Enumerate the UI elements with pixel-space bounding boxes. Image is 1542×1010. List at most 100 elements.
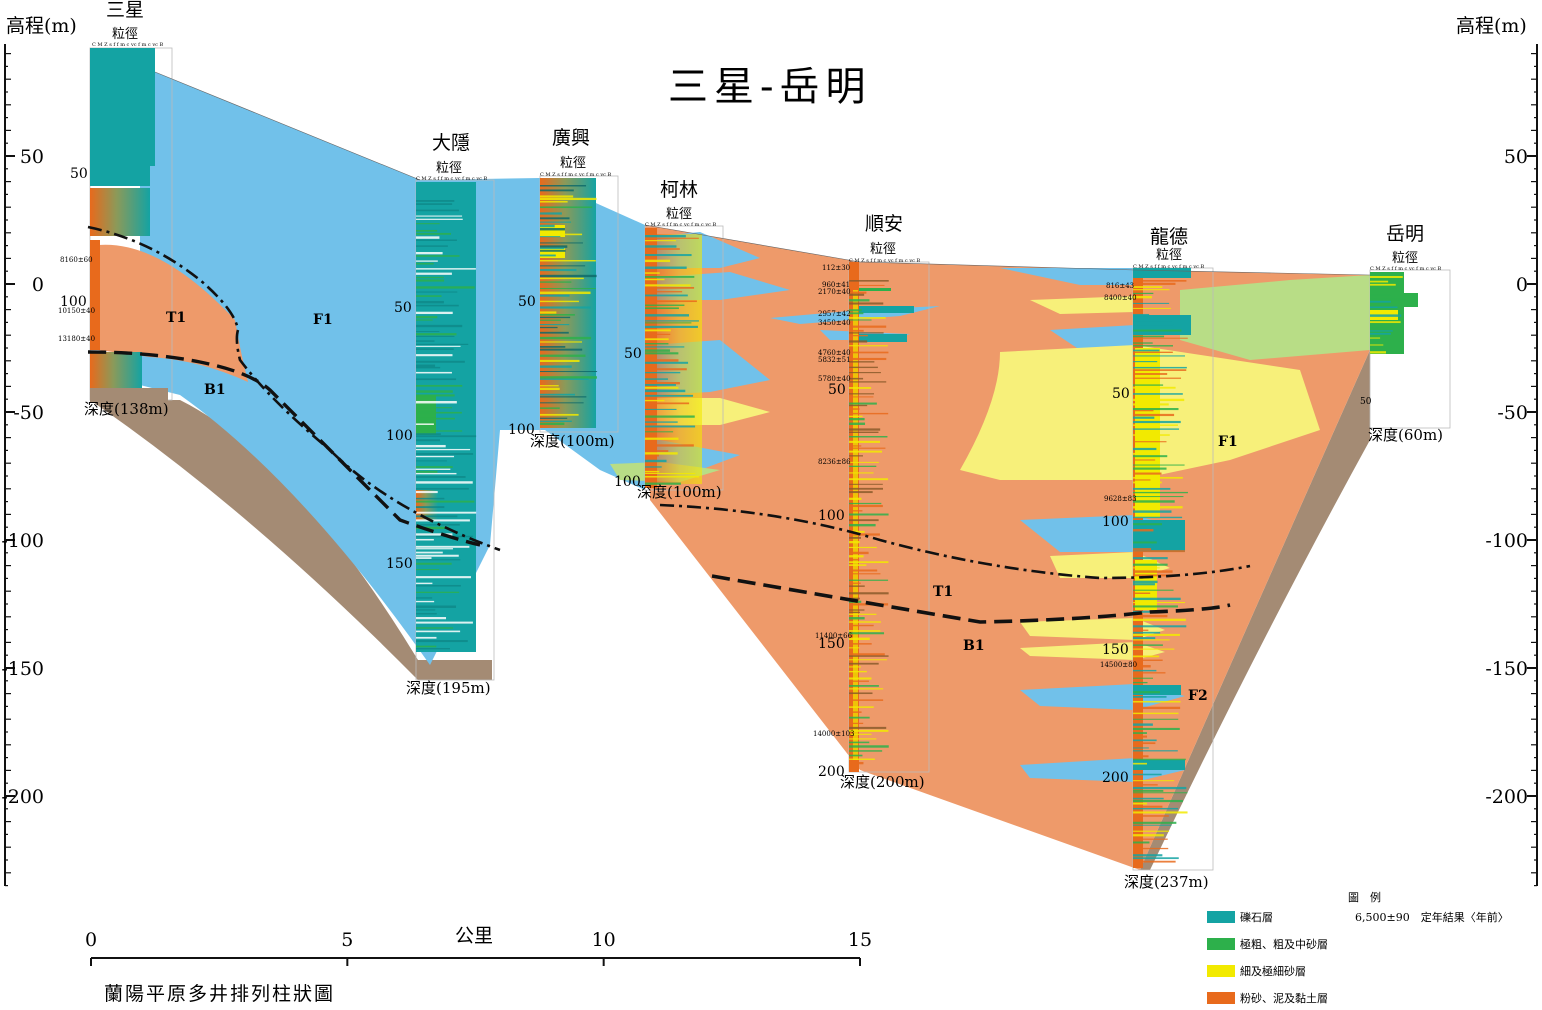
grain-label-sanxing: 粒徑 [112, 27, 138, 42]
legend-swatch-fine-sand [1207, 965, 1235, 977]
depth-tick: 50 [828, 382, 846, 398]
elevation-tick-label: -100 [1485, 530, 1528, 552]
depth-tick: 100 [60, 294, 87, 310]
age-label: 960±41 [822, 281, 850, 289]
page-title: 三星-岳明 [668, 64, 872, 110]
fan-blue-west [140, 52, 645, 665]
well-name-yueming: 岳明 [1386, 223, 1424, 245]
age-label: 3450±40 [818, 319, 851, 327]
elevation-tick-label: 0 [1516, 274, 1528, 296]
age-label: 2957±42 [818, 310, 851, 318]
age-label: 112±30 [822, 264, 850, 272]
unit-label-t1: T1 [933, 584, 953, 600]
age-label: 4760±40 [818, 349, 851, 357]
grain-scale-shunan: C M Z s f f m c vc f m c vc B [849, 258, 921, 264]
unit-label-b1: B1 [963, 638, 985, 654]
unit-label-f2: F2 [1188, 688, 1208, 704]
depth-tick: 50 [1112, 386, 1130, 402]
legend-swatch-mud [1207, 992, 1235, 1004]
depth-tick: 50 [1360, 397, 1372, 407]
depth-tick: 150 [1102, 642, 1129, 658]
well-name-guangxing: 廣興 [552, 127, 590, 149]
depth-tick: 100 [614, 474, 641, 490]
boundary-lines [87, 225, 1251, 624]
depth-label-dayin: 深度(195m) [406, 679, 491, 697]
boundary-dash-west [87, 350, 481, 547]
elevation-tick-label: -150 [1, 658, 44, 680]
legend-label-fine-sand: 細及極細砂層 [1240, 964, 1306, 978]
grain-scale-yueming: C M Z s f f m c vc f m c vc B [1370, 266, 1442, 272]
legend-label-gravel: 礫石層 [1240, 910, 1273, 924]
right-axis-label: 高程(m) [1456, 15, 1527, 37]
grain-label-longde: 粒徑 [1156, 248, 1182, 263]
left-elevation-axis: 50 0 -50 -100 -150 -200 [1, 44, 44, 887]
grain-scale-dayin: C M Z s f f m c vc f m c vc B [416, 176, 488, 182]
age-label: 5832±51 [818, 356, 851, 364]
depth-tick: 50 [624, 346, 642, 362]
depth-label-longde: 深度(237m) [1124, 873, 1209, 891]
well-name-kelin: 柯林 [660, 179, 698, 201]
legend-label-coarse-sand: 極粗、粗及中砂層 [1240, 937, 1328, 951]
legend: 圖 例 礫石層 6,500±90 定年結果〈年前〉 極粗、粗及中砂層 細及極細砂… [1207, 890, 1509, 1005]
well-name-sanxing: 三星 [106, 0, 144, 21]
grain-label-yueming: 粒徑 [1392, 251, 1418, 266]
distance-unit-label: 公里 [455, 925, 493, 947]
well-name-dayin: 大隱 [432, 132, 470, 154]
footer-caption: 蘭陽平原多井排列柱狀圖 [104, 983, 335, 1005]
depth-tick: 200 [818, 764, 845, 780]
legend-swatch-coarse-sand [1207, 938, 1235, 950]
right-elevation-axis: 50 0 -50 -100 -150 -200 [1485, 44, 1538, 887]
legend-label-mud: 粉砂、泥及黏土層 [1240, 991, 1328, 1005]
age-label: 14500±80 [1100, 661, 1137, 669]
depth-label-sanxing: 深度(138m) [84, 400, 169, 418]
elevation-tick-label: -50 [1497, 402, 1528, 424]
geology-fills [90, 52, 1370, 870]
distance-tick-label: 0 [85, 929, 97, 951]
age-label: 9628±83 [1104, 495, 1137, 503]
depth-tick: 50 [70, 166, 88, 182]
boundary-dashdot-east [659, 503, 1251, 580]
left-axis-label: 高程(m) [6, 15, 77, 37]
depth-label-shunan: 深度(200m) [840, 773, 925, 791]
age-label: 816±43 [1106, 282, 1134, 290]
age-label: 14000±103 [813, 730, 855, 738]
age-label: 5780±40 [818, 375, 851, 383]
boundary-dash-east [711, 574, 1231, 624]
age-label: 2170±40 [818, 288, 851, 296]
legend-age-note: 6,500±90 定年結果〈年前〉 [1355, 910, 1509, 924]
unit-label-f1: F1 [1218, 434, 1238, 450]
legend-title: 圖 例 [1348, 890, 1381, 904]
depth-tick: 100 [818, 508, 845, 524]
age-label: 8236±86 [818, 458, 851, 466]
well-name-shunan: 順安 [865, 213, 903, 235]
elevation-tick-label: 50 [1504, 146, 1528, 168]
grain-label-kelin: 粒徑 [666, 207, 692, 222]
depth-tick: 100 [386, 428, 413, 444]
bedrock-east [1140, 350, 1370, 870]
unit-label-b1: B1 [204, 382, 226, 398]
depth-tick: 150 [818, 636, 845, 652]
unit-label-f1: F1 [313, 312, 333, 328]
age-label: 13180±40 [58, 335, 95, 343]
age-label: 8160±60 [60, 256, 93, 264]
depth-label-guangxing: 深度(100m) [530, 432, 615, 450]
well-name-longde: 龍德 [1150, 226, 1188, 248]
grain-scale-sanxing: C M Z s f f m c vc f m c vc B [92, 42, 164, 48]
grain-scale-kelin: C M Z s f f m c vc f m c vc B [645, 222, 717, 228]
depth-label-yueming: 深度(60m) [1368, 426, 1443, 444]
distance-tick-label: 15 [848, 929, 872, 951]
depth-tick: 50 [518, 294, 536, 310]
elevation-tick-label: -150 [1485, 658, 1528, 680]
bedrock-west [90, 400, 430, 680]
unit-label-t1: T1 [166, 310, 186, 326]
age-label: 11400±66 [815, 632, 853, 640]
depth-label-kelin: 深度(100m) [637, 483, 722, 501]
bedrock-mid [418, 660, 492, 680]
depth-tick: 100 [1102, 514, 1129, 530]
elevation-tick-label: -100 [1, 530, 44, 552]
elevation-tick-label: -200 [1, 786, 44, 808]
elevation-tick-label: -50 [13, 402, 44, 424]
age-label: 10150±40 [58, 307, 95, 315]
legend-swatch-gravel [1207, 911, 1235, 923]
grain-label-shunan: 粒徑 [870, 242, 896, 257]
